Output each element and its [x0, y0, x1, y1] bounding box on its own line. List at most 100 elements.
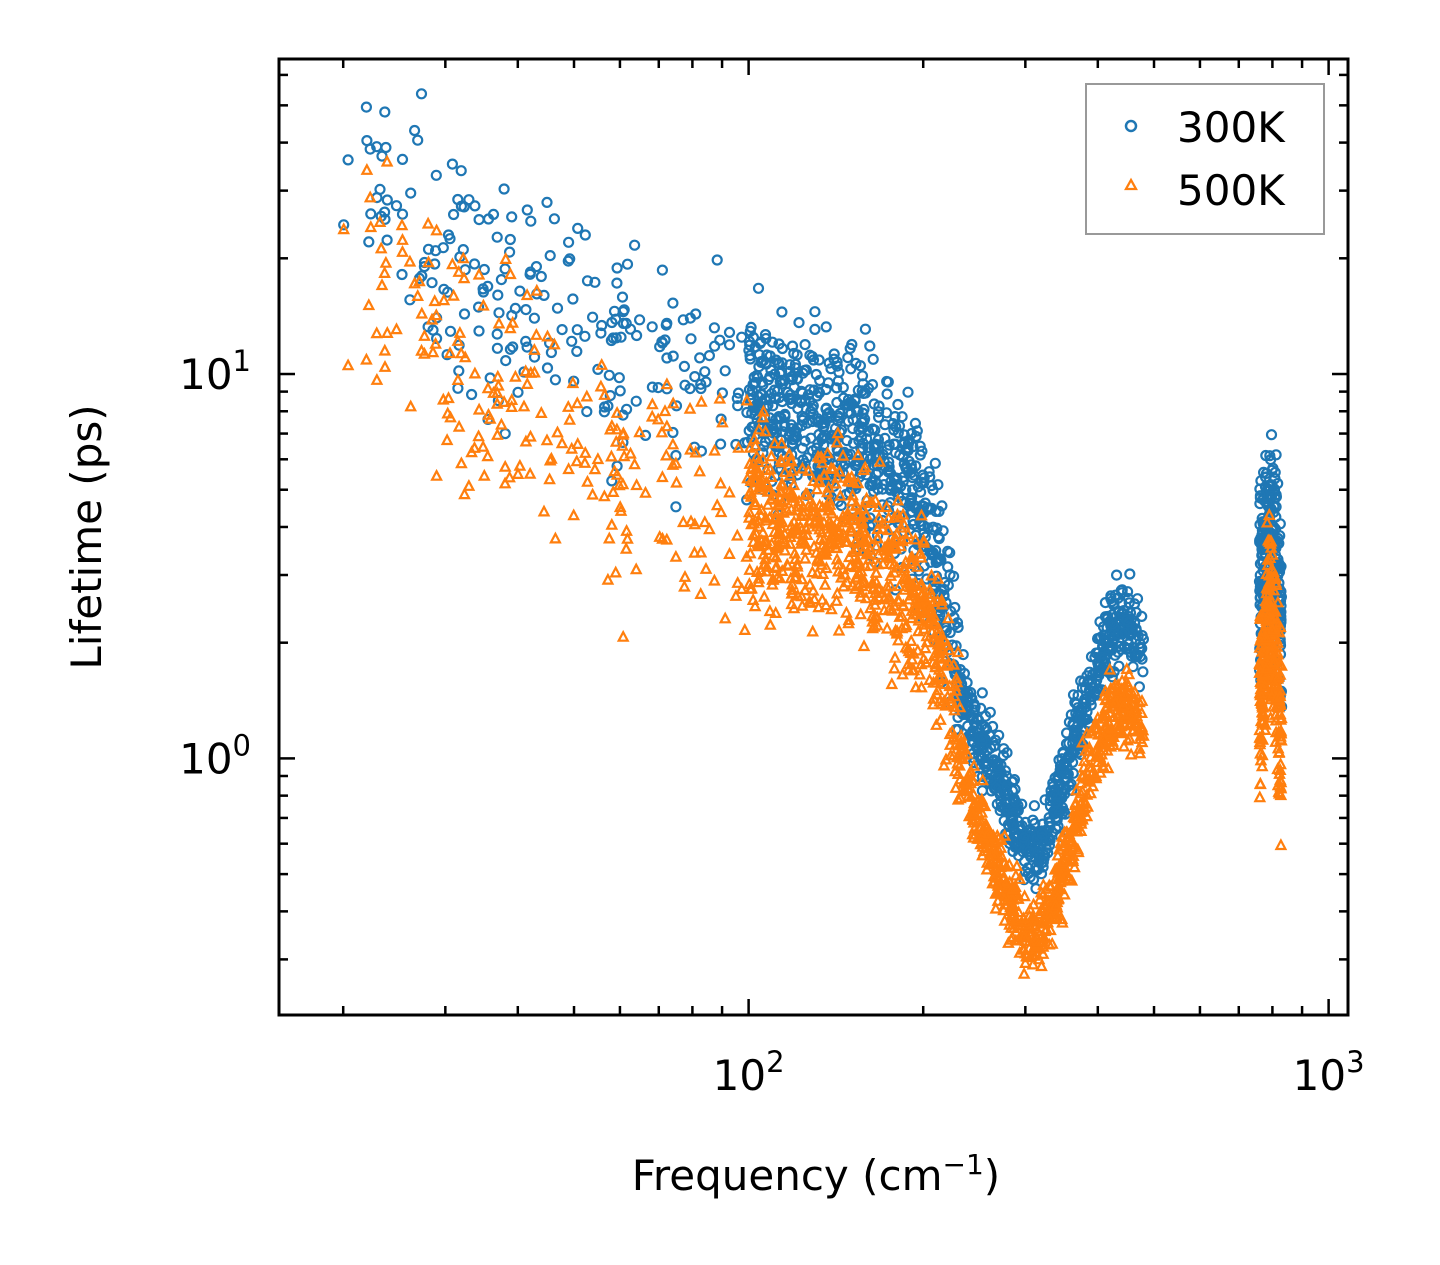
point-500k: [1090, 743, 1104, 756]
point-500k: [849, 535, 862, 548]
point-300k: [661, 317, 673, 329]
point-500k: [1101, 761, 1115, 774]
point-500k: [989, 901, 1003, 914]
point-300k: [491, 328, 503, 340]
point-300k: [549, 374, 562, 386]
point-300k: [507, 341, 519, 353]
point-500k: [1261, 558, 1275, 571]
point-500k: [656, 470, 669, 483]
point-500k: [912, 613, 926, 626]
point-500k: [534, 406, 548, 418]
point-300k: [504, 343, 516, 355]
point-500k: [379, 255, 393, 268]
point-500k: [796, 499, 810, 512]
point-500k: [482, 407, 495, 420]
point-500k: [1269, 575, 1283, 588]
point-300k: [924, 471, 936, 483]
point-500k: [1116, 698, 1130, 711]
point-500k: [1009, 913, 1023, 926]
point-300k: [749, 400, 762, 413]
point-300k: [1085, 651, 1098, 663]
point-500k: [684, 442, 697, 455]
point-500k: [769, 512, 783, 525]
point-300k: [482, 213, 495, 225]
point-300k: [933, 505, 945, 517]
point-500k: [1097, 730, 1111, 743]
point-300k: [520, 335, 532, 347]
point-500k: [1135, 693, 1149, 706]
point-500k: [1017, 929, 1031, 942]
point-300k: [571, 345, 583, 357]
point-500k: [1084, 786, 1098, 799]
point-300k: [804, 349, 816, 361]
point-500k: [744, 489, 758, 502]
point-300k: [396, 153, 409, 165]
point-300k: [677, 314, 689, 326]
point-500k: [941, 611, 955, 624]
point-500k: [1104, 692, 1117, 705]
point-500k: [803, 514, 817, 527]
point-500k: [490, 385, 504, 398]
point-500k: [789, 570, 803, 583]
point-300k: [1099, 652, 1111, 664]
point-300k: [1136, 610, 1148, 623]
point-300k: [1274, 562, 1286, 575]
series-500k-points: [337, 154, 1288, 979]
point-300k: [714, 334, 726, 346]
point-300k: [544, 250, 556, 262]
point-500k: [800, 542, 813, 555]
point-500k: [893, 579, 906, 592]
point-500k: [768, 503, 782, 516]
point-300k: [784, 389, 797, 401]
point-500k: [1035, 934, 1049, 947]
point-500k: [827, 528, 841, 541]
point-500k: [1092, 737, 1106, 750]
point-500k: [477, 298, 490, 311]
point-300k: [906, 463, 918, 475]
point-500k: [628, 457, 641, 470]
point-300k: [617, 317, 630, 329]
point-500k: [928, 630, 942, 643]
point-500k: [528, 342, 541, 355]
point-500k: [1267, 569, 1281, 582]
point-500k: [1111, 709, 1124, 722]
point-300k: [1098, 635, 1110, 648]
point-500k: [395, 218, 409, 231]
point-500k: [551, 425, 564, 438]
point-500k: [620, 523, 633, 536]
point-300k: [568, 375, 580, 387]
point-500k: [1105, 721, 1118, 734]
point-300k: [1087, 668, 1099, 680]
point-500k: [945, 724, 959, 737]
point-500k: [422, 255, 435, 268]
point-500k: [716, 415, 729, 428]
point-500k: [858, 460, 872, 473]
point-500k: [806, 624, 820, 637]
point-300k: [897, 471, 909, 483]
point-500k: [1010, 859, 1024, 872]
point-300k: [1074, 712, 1087, 725]
point-500k: [882, 592, 895, 605]
point-500k: [1135, 735, 1149, 748]
point-500k: [523, 466, 537, 479]
point-500k: [854, 585, 868, 598]
point-500k: [458, 487, 471, 500]
point-300k: [338, 219, 350, 231]
point-300k: [466, 388, 478, 401]
point-500k: [1274, 657, 1287, 670]
point-500k: [789, 565, 803, 578]
point-500k: [738, 623, 752, 636]
point-300k: [525, 215, 537, 227]
point-300k: [866, 379, 879, 391]
point-300k: [1006, 792, 1019, 805]
point-300k: [914, 486, 927, 498]
point-500k: [481, 449, 495, 462]
point-300k: [820, 403, 832, 415]
point-300k: [694, 352, 706, 364]
point-500k: [710, 498, 724, 511]
point-500k: [795, 589, 808, 602]
point-500k: [452, 264, 466, 277]
point-500k: [759, 552, 772, 565]
point-500k: [871, 531, 885, 544]
point-500k: [883, 549, 897, 562]
